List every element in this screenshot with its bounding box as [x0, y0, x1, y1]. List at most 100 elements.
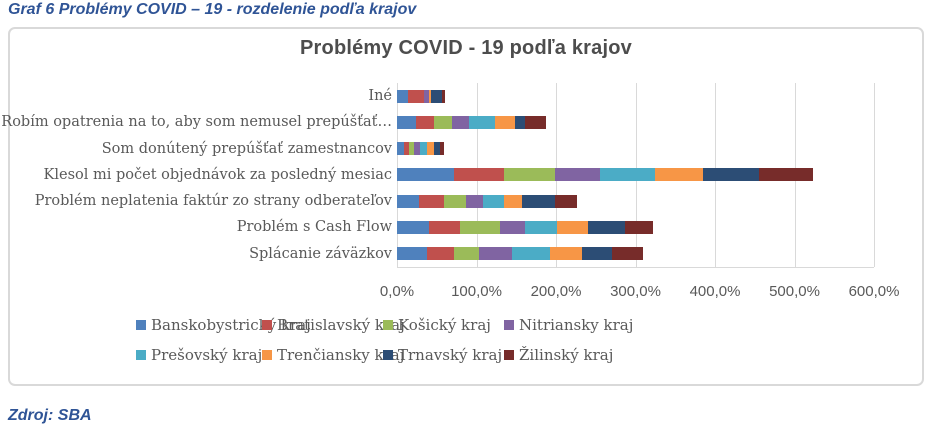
legend-item: Žilinský kraj	[504, 346, 613, 364]
legend-label: Trenčiansky kraj	[277, 346, 405, 364]
bar-segment	[433, 142, 440, 156]
bar-segment	[611, 247, 643, 261]
bar-segment	[581, 247, 612, 261]
legend-label: Bratislavský kraj	[277, 316, 405, 334]
x-axis-tick-label: 200,0%	[530, 283, 582, 300]
stacked-bar	[397, 221, 654, 235]
stacked-bar	[397, 142, 445, 156]
legend-swatch	[504, 350, 514, 360]
bar-segment	[426, 247, 454, 261]
stacked-bar	[397, 168, 813, 182]
bar-segment	[453, 247, 479, 261]
bar-row	[397, 109, 874, 135]
legend-swatch	[262, 350, 272, 360]
bar-segment	[415, 115, 434, 129]
bar-segment	[588, 221, 626, 235]
x-axis-tick-label: 500,0%	[769, 283, 820, 300]
legend-label: Košický kraj	[398, 316, 491, 334]
bar-segment	[758, 168, 813, 182]
bar-segment	[495, 115, 515, 129]
bar-segment	[443, 194, 467, 208]
chart-frame: Problémy COVID - 19 podľa krajov Iné Robí…	[1, 27, 924, 386]
legend-label: Nitriansky kraj	[519, 316, 634, 334]
legend-swatch	[136, 320, 146, 330]
bar-segment	[397, 221, 429, 235]
category-label: Iné	[368, 88, 392, 104]
bar-segment	[554, 194, 577, 208]
bar-segment	[525, 221, 557, 235]
bar-segment	[423, 89, 429, 103]
stacked-bar	[397, 115, 547, 129]
bar-segment	[654, 168, 703, 182]
bar-segment	[409, 142, 415, 156]
bar-segment	[439, 142, 445, 156]
bar-segment	[420, 142, 427, 156]
bar-segment	[397, 168, 454, 182]
category-label: Problém neplatenia faktúr zo strany odbe…	[34, 193, 392, 210]
bar-segment	[503, 194, 522, 208]
bar-row	[397, 162, 874, 188]
legend-item: Trenčiansky kraj	[262, 346, 404, 364]
source-note: Zdroj: SBA	[8, 407, 92, 424]
bar-segment	[524, 115, 547, 129]
bar-row	[397, 83, 874, 109]
bar-segment	[482, 194, 504, 208]
plot-area	[397, 83, 875, 268]
bar-segment	[414, 142, 421, 156]
bar-segment	[511, 247, 551, 261]
legend-label: Trnavský kraj	[398, 346, 503, 364]
bar-segment	[478, 247, 512, 261]
bar-segment	[397, 247, 427, 261]
bar-segment	[426, 142, 434, 156]
bar-segment	[428, 89, 431, 103]
bar-segment	[555, 168, 601, 182]
bar-segment	[503, 168, 556, 182]
bar-segment	[556, 221, 589, 235]
legend-label: Prešovský kraj	[151, 346, 263, 364]
chart-title: Problémy COVID - 19 podľa krajov	[300, 37, 632, 59]
bar-segment	[522, 194, 555, 208]
bar-row	[397, 188, 874, 214]
legend-item: Prešovský kraj	[136, 346, 262, 364]
bar-segment	[397, 142, 404, 156]
category-label: Som donútený prepúšťať zamestnancov	[101, 140, 392, 157]
stacked-bar	[397, 247, 643, 261]
bar-segment	[430, 89, 442, 103]
bar-segment	[466, 194, 483, 208]
category-label: Robím opatrenia na to, aby som nemusel p…	[1, 114, 392, 131]
bar-segment	[453, 168, 504, 182]
bar-segment	[428, 221, 461, 235]
bar-segment	[600, 168, 655, 182]
x-axis-tick-label: 100,0%	[451, 283, 502, 300]
bar-segment	[403, 142, 409, 156]
stacked-bar	[397, 194, 577, 208]
stacked-bar	[397, 89, 445, 103]
gridline	[874, 83, 875, 267]
legend-swatch	[383, 350, 393, 360]
bar-segment	[418, 194, 444, 208]
bar-segment	[550, 247, 582, 261]
legend-swatch	[262, 320, 272, 330]
bar-segment	[433, 115, 452, 129]
x-axis-tick-label: 600,0%	[848, 283, 900, 300]
bar-row	[397, 214, 874, 240]
category-label: Splácanie záväzkov	[249, 245, 392, 262]
legend-item: Košický kraj	[383, 316, 491, 334]
chart-caption: Graf 6 Problémy COVID – 19 - rozdelenie …	[8, 1, 417, 18]
bar-segment	[441, 89, 445, 103]
legend-swatch	[383, 320, 393, 330]
bar-row	[397, 136, 874, 162]
legend-item: Trnavský kraj	[383, 346, 502, 364]
bar-segment	[407, 89, 424, 103]
category-label: Klesol mi počet objednávok za posledný m…	[43, 166, 392, 183]
legend-swatch	[136, 350, 146, 360]
bar-segment	[460, 221, 501, 235]
bar-segment	[468, 115, 496, 129]
x-axis-tick-label: 300,0%	[610, 283, 661, 300]
bar-segment	[625, 221, 654, 235]
x-axis-tick-label: 400,0%	[689, 283, 741, 300]
bar-segment	[500, 221, 526, 235]
bar-segment	[397, 115, 416, 129]
bar-segment	[452, 115, 469, 129]
